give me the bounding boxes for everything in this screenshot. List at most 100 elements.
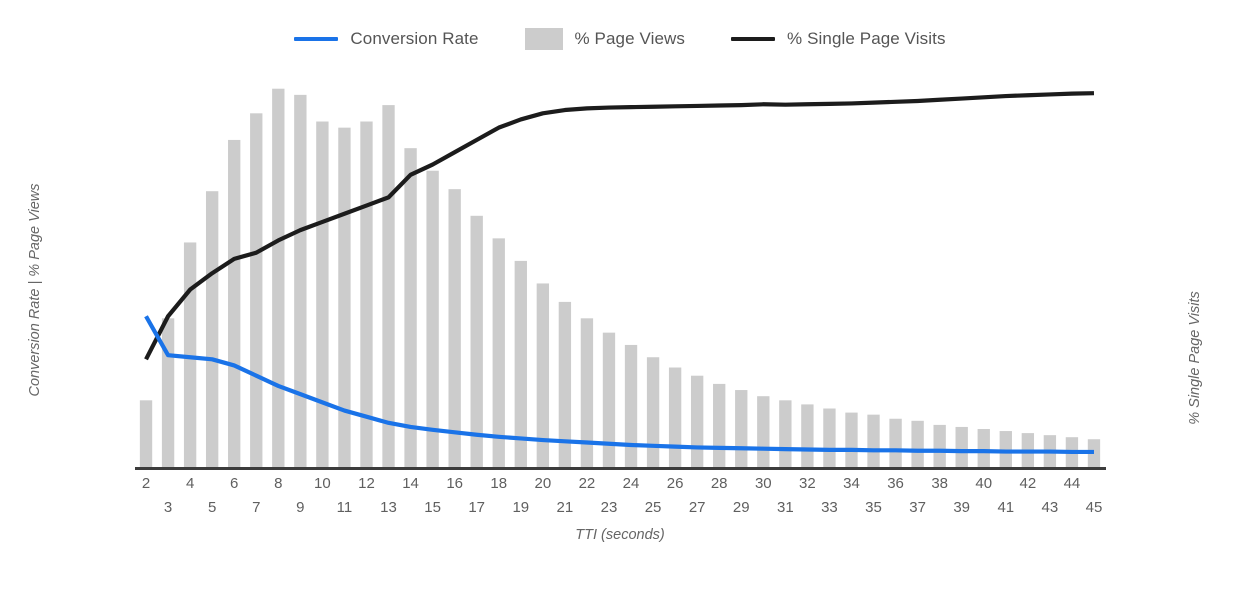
x-tick-label: 16: [446, 475, 463, 492]
x-tick-label: 44: [1063, 475, 1081, 492]
bar[interactable]: [624, 344, 638, 470]
x-tick-label: 29: [732, 499, 750, 516]
bar[interactable]: [294, 94, 307, 470]
x-tick-label: 7: [252, 499, 261, 516]
plot-svg: [139, 88, 1101, 471]
bar[interactable]: [602, 332, 616, 470]
x-tick-label: 42: [1019, 475, 1037, 492]
x-tick-label: 36: [887, 475, 904, 492]
bar[interactable]: [889, 418, 902, 470]
legend-item-label: % Page Views: [574, 29, 686, 48]
bar[interactable]: [426, 170, 439, 470]
x-tick-label: 34: [843, 475, 860, 492]
bar[interactable]: [668, 367, 682, 471]
x-tick-label: 26: [666, 475, 684, 492]
bar[interactable]: [536, 283, 550, 470]
bar[interactable]: [690, 375, 704, 470]
bar[interactable]: [713, 383, 726, 470]
x-tick-label: 25: [644, 499, 662, 516]
bar[interactable]: [205, 191, 219, 470]
bar[interactable]: [448, 189, 461, 470]
x-tick-label: 30: [754, 475, 772, 492]
bar[interactable]: [580, 318, 594, 470]
legend-swatch-marker: [524, 28, 563, 50]
bar-series-page-views: [139, 88, 1101, 471]
legend-conversion-rate[interactable]: Conversion Rate: [294, 29, 478, 49]
x-tick-label: 20: [534, 475, 552, 492]
x-tick-label: 5: [207, 499, 217, 516]
bar[interactable]: [757, 396, 770, 470]
bar[interactable]: [161, 318, 175, 470]
bar[interactable]: [404, 148, 417, 470]
bar[interactable]: [646, 357, 660, 470]
x-tick-label: 9: [296, 499, 305, 516]
x-tick-label: 8: [274, 475, 283, 492]
legend-item-label: Conversion Rate: [350, 29, 479, 48]
x-tick-label: 11: [336, 499, 353, 516]
x-axis-tick-labels: 2 3 4 5 6 7 8 9 10 11 12 13 14 15 16 17 18 19 20 21 22 23 24 25…: [135, 472, 1105, 528]
legend-item-label: % Single Page Visits: [787, 29, 946, 48]
bar[interactable]: [250, 113, 263, 470]
line-series-single-page-visits[interactable]: [144, 91, 1095, 361]
legend-single-page-visits[interactable]: % Single Page Visits: [731, 29, 946, 49]
x-axis-title: TTI (seconds): [575, 527, 665, 543]
bar[interactable]: [933, 424, 946, 470]
bar[interactable]: [845, 412, 858, 470]
x-tick-label: 19: [512, 499, 530, 516]
x-tick-label: 27: [688, 499, 706, 516]
x-tick-label: 31: [776, 499, 794, 516]
x-tick-label: 2: [141, 475, 151, 492]
legend-line-marker: [731, 37, 776, 41]
x-tick-label: 43: [1041, 499, 1059, 516]
bar[interactable]: [823, 408, 836, 471]
bar[interactable]: [382, 105, 395, 470]
x-tick-label: 22: [578, 475, 596, 492]
bar[interactable]: [955, 426, 968, 470]
bar[interactable]: [735, 390, 748, 470]
x-tick-label: 33: [821, 499, 838, 516]
x-tick-label: 18: [490, 475, 508, 492]
x-tick-label: 37: [909, 499, 926, 516]
x-tick-label: 10: [314, 475, 331, 492]
bar[interactable]: [867, 414, 880, 470]
x-tick-label: 6: [230, 475, 239, 492]
x-tick-label: 21: [556, 499, 574, 516]
plot-area: [135, 60, 1105, 470]
x-tick-label: 17: [468, 499, 486, 516]
x-tick-label: 4: [185, 475, 195, 492]
x-tick-label: 23: [600, 499, 618, 516]
bar[interactable]: [272, 88, 285, 470]
bar[interactable]: [316, 121, 329, 471]
x-tick-label: 24: [622, 475, 640, 492]
x-tick-label: 13: [380, 499, 397, 516]
bar[interactable]: [228, 139, 241, 470]
bar[interactable]: [558, 301, 572, 470]
bar[interactable]: [492, 238, 505, 470]
x-tick-label: 15: [424, 499, 441, 516]
bar[interactable]: [1087, 439, 1101, 470]
bar[interactable]: [911, 420, 924, 470]
y-axis-right-title: % Single Page Visits: [1187, 291, 1203, 425]
x-tick-label: 45: [1085, 499, 1103, 516]
x-tick-label: 32: [799, 475, 816, 492]
x-tick-label: 28: [710, 475, 728, 492]
x-tick-label: 38: [931, 475, 948, 492]
x-tick-label: 14: [402, 475, 419, 492]
y-axis-left-title: Conversion Rate | % Page Views: [27, 183, 43, 397]
chart-legend: Conversion Rate % Page Views % Single Page…: [0, 28, 1240, 50]
bar[interactable]: [514, 260, 527, 470]
bar[interactable]: [338, 127, 351, 470]
x-tick-label: 12: [358, 475, 375, 492]
bar[interactable]: [139, 400, 153, 470]
x-tick-label: 40: [975, 475, 993, 492]
x-axis-line: [135, 467, 1106, 470]
x-tick-label: 41: [997, 499, 1015, 516]
bar[interactable]: [801, 404, 814, 470]
legend-line-marker: [294, 37, 339, 41]
bar[interactable]: [470, 215, 483, 470]
x-tick-label: 35: [865, 499, 882, 516]
bar[interactable]: [779, 400, 792, 470]
legend-page-views[interactable]: % Page Views: [524, 28, 686, 50]
line-series-conversion-rate[interactable]: [144, 315, 1094, 455]
